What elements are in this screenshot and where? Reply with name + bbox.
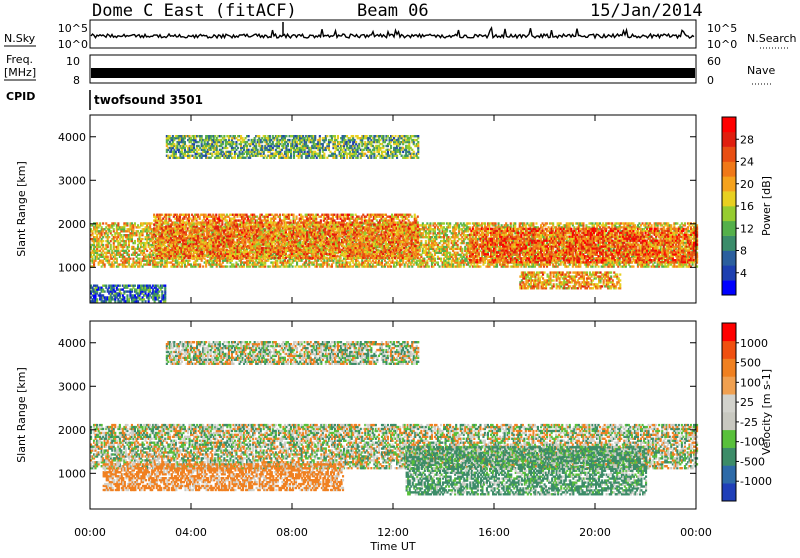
data-cell: [99, 222, 101, 224]
data-cell: [425, 240, 427, 242]
data-cell: [128, 254, 130, 256]
beam-label: Beam 06: [357, 1, 429, 21]
data-cell: [484, 222, 486, 224]
data-cell: [434, 258, 436, 260]
nsky-trace: [91, 22, 694, 38]
nsky-left-tick-top: 10^5: [58, 22, 88, 35]
data-cell: [479, 265, 481, 267]
data-cell: [134, 240, 136, 242]
data-cell: [532, 222, 534, 224]
data-cell: [129, 258, 131, 260]
date-label: 15/Jan/2014: [590, 1, 703, 21]
nave-right-tick-bottom: 0: [707, 74, 714, 87]
data-cell: [428, 265, 430, 267]
data-cell: [134, 222, 136, 224]
data-cell: [535, 222, 537, 224]
data-cell: [126, 222, 128, 224]
data-cell: [117, 222, 119, 224]
data-cell: [440, 258, 442, 260]
data-cell: [560, 222, 562, 224]
data-cell: [132, 258, 134, 260]
frequency-trace: [91, 68, 695, 78]
nsky-right-tick-bottom: 10^0: [707, 38, 737, 51]
data-cell: [189, 260, 191, 262]
data-cell: [498, 222, 500, 224]
data-cell: [146, 250, 148, 252]
data-cell: [429, 222, 431, 224]
data-cell: [457, 244, 459, 246]
data-cell: [110, 230, 112, 232]
data-cell: [469, 222, 471, 224]
nsearch-label: N.Search: [747, 32, 797, 45]
data-cell: [142, 238, 144, 240]
data-cell: [113, 228, 115, 230]
data-cell: [420, 240, 422, 242]
freq-label: Freq.: [6, 53, 33, 66]
data-cell: [439, 265, 441, 267]
data-cell: [552, 222, 554, 224]
data-cell: [139, 258, 141, 260]
data-cell: [116, 258, 118, 260]
nave-label: Nave: [747, 64, 775, 77]
figure-title: Dome C East (fitACF): [92, 1, 297, 21]
data-cell: [128, 250, 130, 252]
data-cell: [104, 263, 106, 265]
freq-left-tick-bottom: 8: [73, 74, 80, 87]
nave-right-tick-top: 60: [707, 55, 721, 68]
data-cell: [107, 256, 109, 258]
data-cell: [110, 244, 112, 246]
freq-unit: [MHz]: [4, 66, 36, 79]
data-cell: [102, 222, 104, 224]
cpid-value: twofsound 3501: [94, 93, 203, 107]
data-cell: [582, 222, 584, 224]
noise-line: [91, 28, 694, 38]
nsky-left-tick-bottom: 10^0: [58, 38, 88, 51]
data-cell: [390, 265, 392, 267]
data-cell: [461, 248, 463, 250]
data-cell: [449, 222, 451, 224]
data-cell: [292, 265, 294, 267]
nsky-label: N.Sky: [4, 32, 36, 45]
data-cell: [510, 222, 512, 224]
data-cell: [572, 222, 574, 224]
data-cell: [495, 222, 497, 224]
data-cell: [226, 265, 228, 267]
freq-left-tick-top: 10: [66, 55, 80, 68]
data-cell: [443, 222, 445, 224]
cpid-label: CPID: [6, 90, 35, 103]
data-cell: [598, 265, 600, 267]
data-cell: [199, 263, 201, 265]
data-cell: [102, 240, 104, 242]
data-cell: [102, 244, 104, 246]
data-cell: [423, 258, 425, 260]
data-cell: [437, 261, 439, 263]
data-cell: [514, 222, 516, 224]
data-cell: [151, 222, 153, 224]
data-cell: [546, 222, 548, 224]
data-cell: [269, 265, 271, 267]
data-cell: [202, 265, 204, 267]
data-cell: [108, 236, 110, 238]
nsky-right-tick-top: 10^5: [707, 22, 737, 35]
